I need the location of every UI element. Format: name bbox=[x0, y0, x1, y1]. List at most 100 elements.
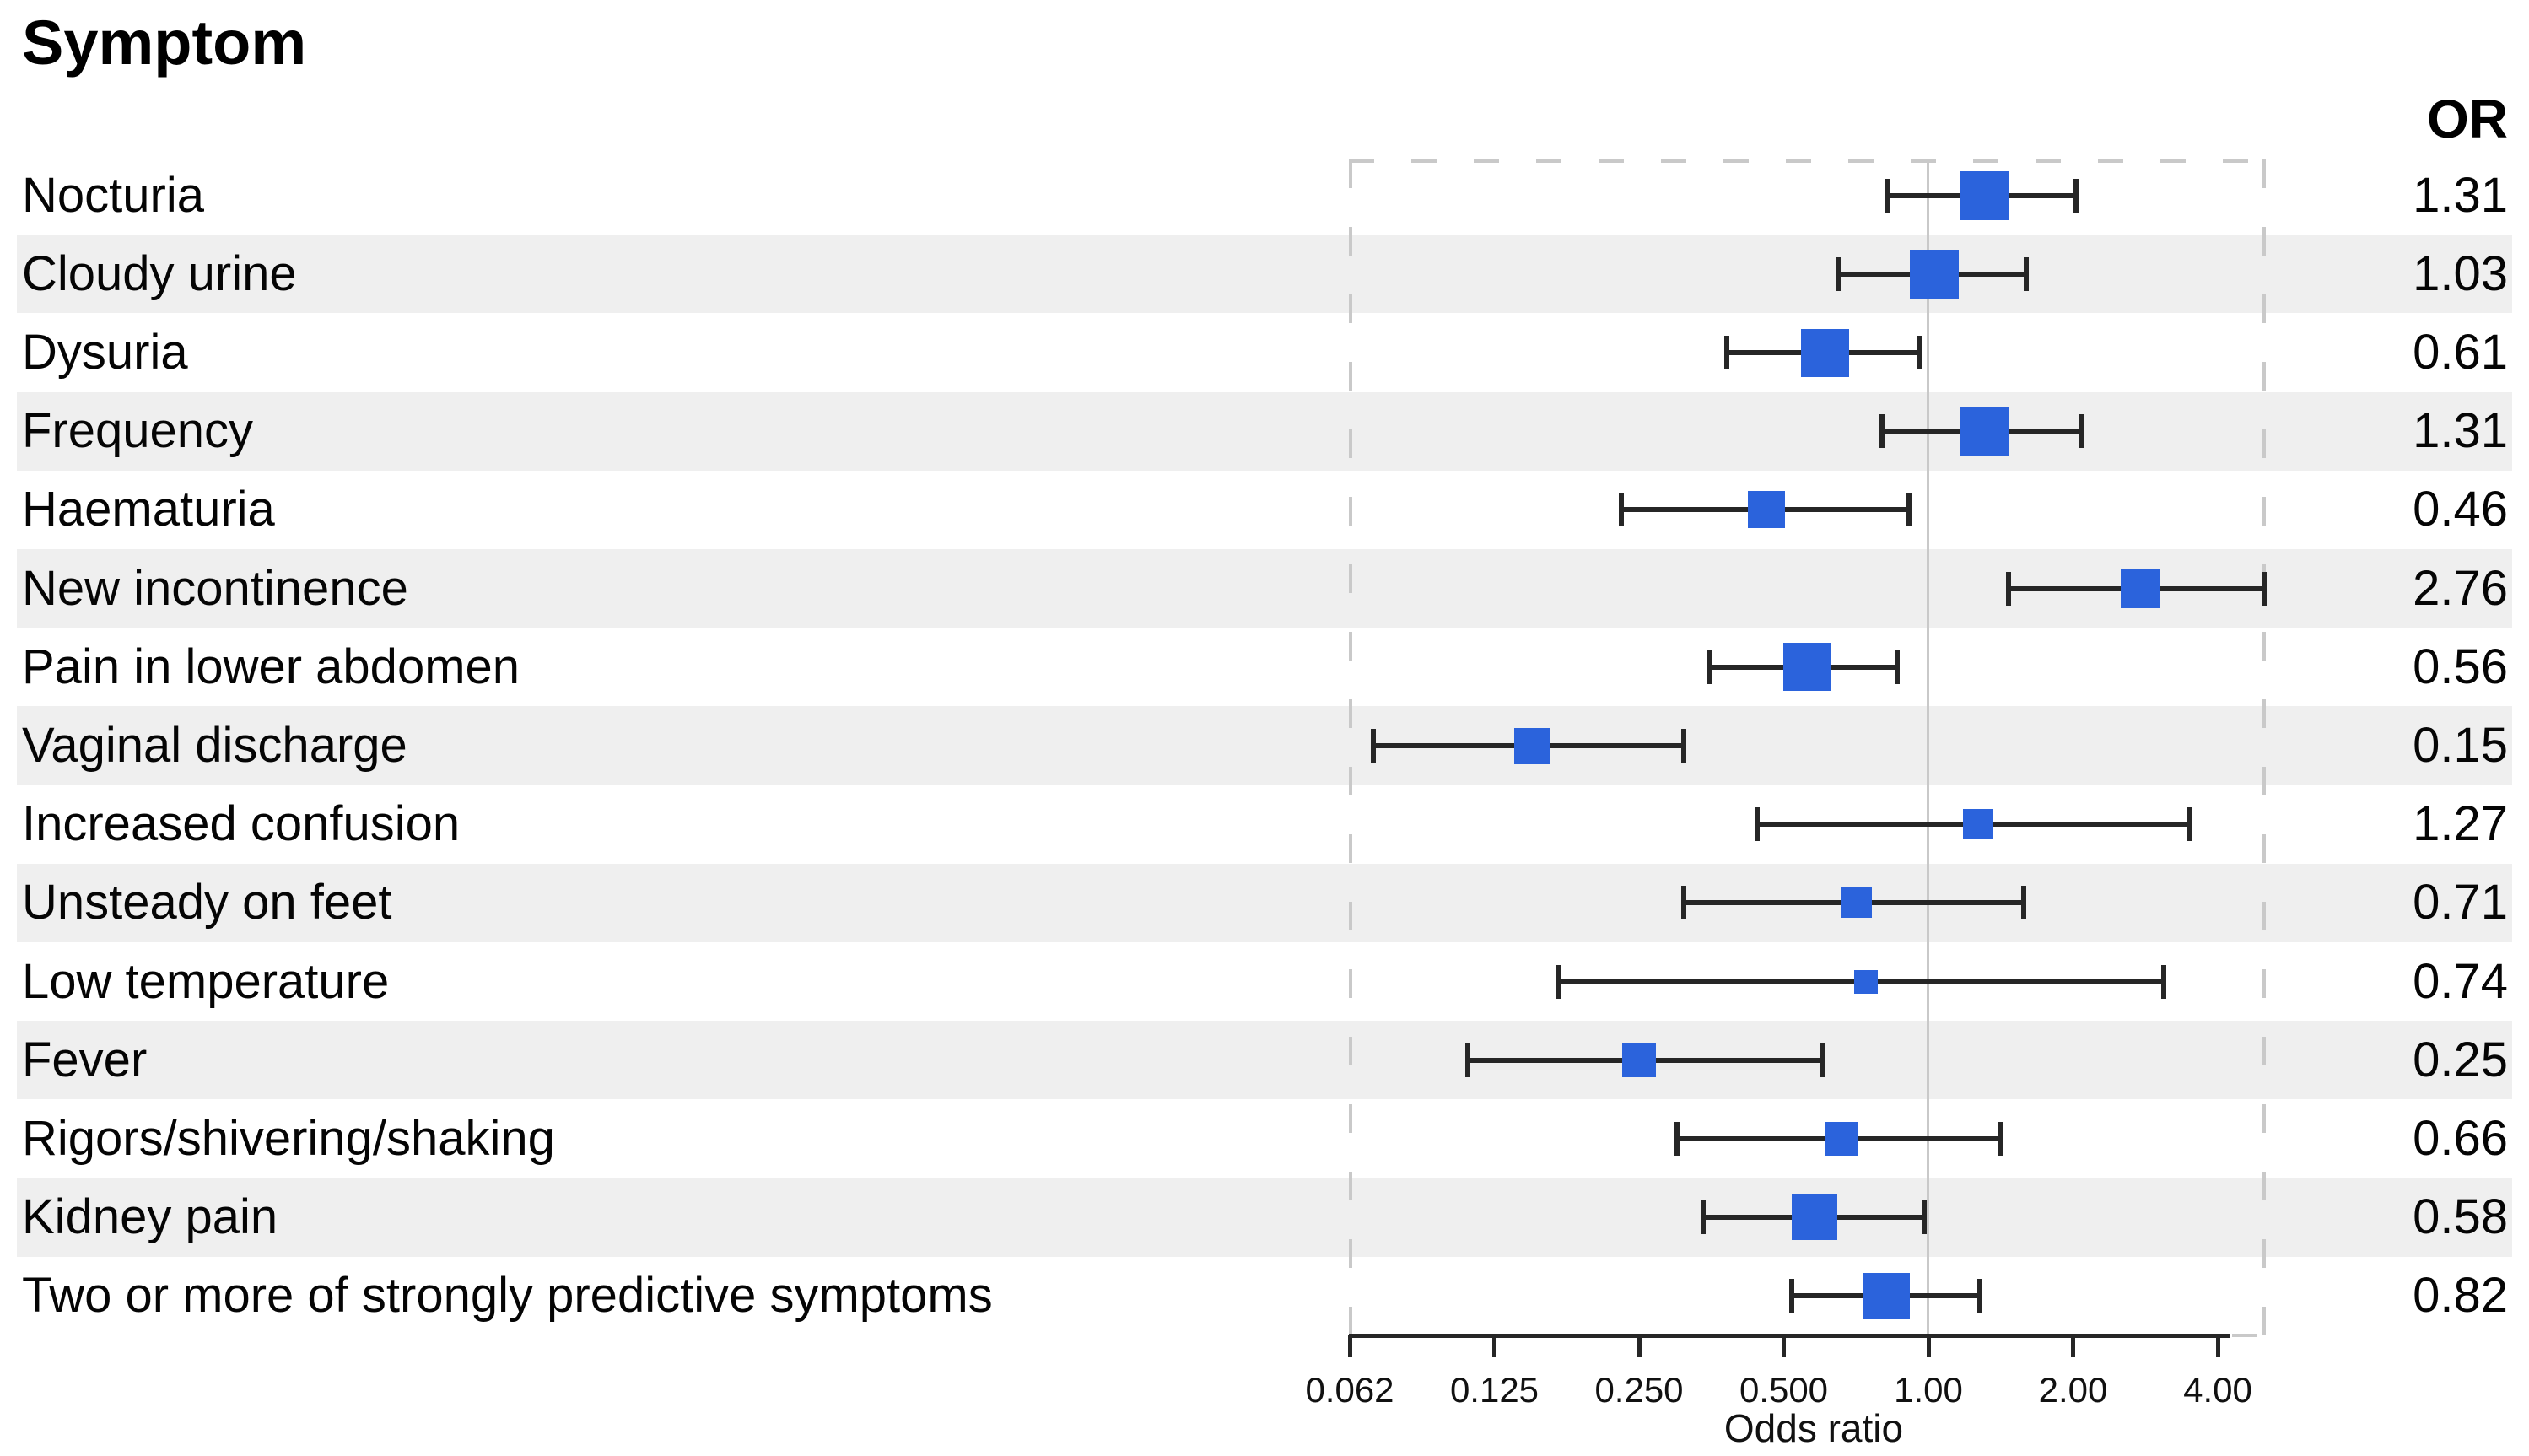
x-axis-label: Odds ratio bbox=[1723, 1406, 1904, 1450]
axis-tick-label: 1.00 bbox=[1894, 1370, 1963, 1410]
symptom-label: Vaginal discharge bbox=[22, 718, 407, 773]
ci-cap-right bbox=[2024, 256, 2030, 291]
plot-border-bottom-remnant bbox=[2232, 1334, 2264, 1337]
ci-cap-right bbox=[1681, 729, 1687, 763]
or-marker bbox=[1841, 887, 1873, 919]
or-value: 0.66 bbox=[2413, 1111, 2508, 1166]
or-marker bbox=[1863, 1272, 1911, 1319]
or-column-header: OR bbox=[2427, 89, 2508, 149]
ci-cap-right bbox=[1977, 1279, 1983, 1313]
ci-cap-right bbox=[2186, 807, 2192, 842]
axis-tick bbox=[1637, 1335, 1642, 1357]
or-value: 2.76 bbox=[2413, 560, 2508, 616]
or-value: 0.71 bbox=[2413, 875, 2508, 930]
symptom-label: Nocturia bbox=[22, 167, 204, 223]
or-marker bbox=[1783, 643, 1832, 692]
ci-cap-left bbox=[1556, 964, 1561, 999]
symptom-label: Frequency bbox=[22, 403, 254, 459]
symptom-label: Dysuria bbox=[22, 325, 188, 380]
ci-cap-left bbox=[1884, 178, 1890, 213]
axis-tick bbox=[1926, 1335, 1931, 1357]
x-axis-line bbox=[1349, 1334, 2230, 1338]
ci-cap-right bbox=[1922, 1200, 1927, 1235]
or-value: 0.25 bbox=[2413, 1032, 2508, 1087]
ci-cap-right bbox=[2161, 964, 2167, 999]
axis-tick bbox=[1347, 1335, 1352, 1357]
ci-cap-left bbox=[1836, 256, 1841, 291]
ci-cap-left bbox=[1619, 493, 1625, 527]
symptom-label: Two or more of strongly predictive sympt… bbox=[22, 1268, 993, 1324]
plot-border-right bbox=[2262, 159, 2266, 1335]
symptom-label: Haematuria bbox=[22, 482, 275, 537]
ci-cap-left bbox=[1879, 414, 1885, 449]
axis-tick-label: 0.250 bbox=[1594, 1370, 1684, 1410]
axis-tick-label: 2.00 bbox=[2038, 1370, 2108, 1410]
symptom-label: Increased confusion bbox=[22, 796, 461, 852]
row-stripe bbox=[17, 391, 2512, 471]
or-marker bbox=[1960, 170, 2009, 220]
or-value: 0.15 bbox=[2413, 718, 2508, 773]
plot-border-top bbox=[1349, 159, 2264, 163]
ci-cap-right bbox=[2021, 886, 2027, 920]
row-stripe bbox=[17, 863, 2512, 942]
ci-cap-left bbox=[1707, 650, 1712, 684]
row-stripe bbox=[17, 1178, 2512, 1257]
ci-cap-left bbox=[1674, 1122, 1680, 1156]
or-value: 1.31 bbox=[2413, 167, 2508, 223]
axis-tick bbox=[2215, 1335, 2220, 1357]
or-marker bbox=[1853, 969, 1878, 994]
or-marker bbox=[1910, 249, 1960, 299]
symptom-label: Fever bbox=[22, 1032, 148, 1087]
or-value: 1.27 bbox=[2413, 796, 2508, 852]
or-value: 0.46 bbox=[2413, 482, 2508, 537]
or-marker bbox=[1747, 491, 1785, 529]
ci-cap-left bbox=[1681, 886, 1687, 920]
axis-tick bbox=[1782, 1335, 1786, 1357]
ci-cap-left bbox=[1789, 1279, 1795, 1313]
or-marker bbox=[1514, 727, 1551, 764]
axis-tick-label: 4.00 bbox=[2183, 1370, 2252, 1410]
axis-tick bbox=[1492, 1335, 1496, 1357]
symptom-label: Low temperature bbox=[22, 953, 390, 1009]
or-marker bbox=[1963, 809, 1994, 840]
or-marker bbox=[1825, 1122, 1859, 1156]
symptom-label: New incontinence bbox=[22, 560, 408, 616]
or-value: 0.58 bbox=[2413, 1189, 2508, 1245]
symptom-label: Pain in lower abdomen bbox=[22, 639, 520, 694]
ci-cap-right bbox=[1906, 493, 1912, 527]
row-stripe bbox=[17, 1021, 2512, 1100]
or-marker bbox=[2121, 569, 2160, 608]
ci-cap-left bbox=[1371, 729, 1377, 763]
symptom-label: Kidney pain bbox=[22, 1189, 278, 1245]
or-marker bbox=[1960, 407, 2009, 456]
axis-tick-label: 0.125 bbox=[1449, 1370, 1540, 1410]
ci-cap-right bbox=[2073, 178, 2079, 213]
ci-cap-right bbox=[1998, 1122, 2003, 1156]
or-value: 1.03 bbox=[2413, 245, 2508, 301]
ci-cap-left bbox=[1701, 1200, 1707, 1235]
or-value: 0.56 bbox=[2413, 639, 2508, 694]
or-value: 0.61 bbox=[2413, 325, 2508, 380]
axis-tick-label: 0.062 bbox=[1305, 1370, 1394, 1410]
or-value: 1.31 bbox=[2413, 403, 2508, 459]
or-value: 0.74 bbox=[2413, 953, 2508, 1009]
row-stripe bbox=[17, 235, 2512, 314]
or-marker bbox=[1801, 328, 1850, 377]
reference-line bbox=[1927, 159, 1929, 1335]
ci-cap-left bbox=[1754, 807, 1760, 842]
ci-cap-right bbox=[1917, 336, 1922, 369]
ci-cap-left bbox=[2006, 571, 2012, 606]
ci-cap-right bbox=[1819, 1043, 1825, 1077]
axis-tick-label: 0.500 bbox=[1739, 1370, 1829, 1410]
or-marker bbox=[1622, 1043, 1656, 1077]
ci-cap-left bbox=[1464, 1043, 1470, 1077]
ci-cap-right bbox=[1894, 650, 1900, 684]
ci-cap-right bbox=[2262, 571, 2267, 606]
symptom-label: Unsteady on feet bbox=[22, 875, 392, 930]
symptom-label: Cloudy urine bbox=[22, 245, 297, 301]
or-marker bbox=[1792, 1194, 1838, 1241]
row-stripe bbox=[17, 706, 2512, 785]
axis-tick bbox=[2071, 1335, 2075, 1357]
ci-cap-left bbox=[1723, 336, 1729, 369]
